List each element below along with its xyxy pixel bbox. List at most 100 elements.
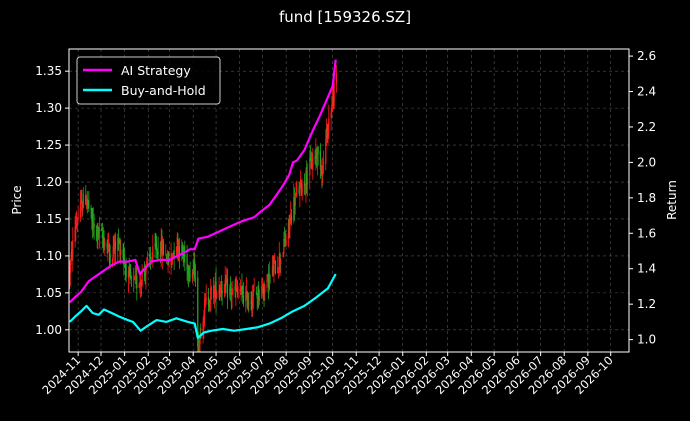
price-candle-body xyxy=(288,219,290,228)
price-candle-body xyxy=(82,193,85,208)
price-candle-body xyxy=(79,202,82,218)
price-candle-body xyxy=(129,268,131,273)
price-candle-body xyxy=(98,226,100,236)
price-candle-body xyxy=(135,277,137,279)
price-candle-body xyxy=(226,281,228,284)
price-candle-body xyxy=(130,276,133,278)
price-candle-body xyxy=(305,170,307,191)
price-candle-body xyxy=(285,239,287,246)
price-candle-body xyxy=(229,286,232,291)
y-right-tick-label: 1.6 xyxy=(637,226,656,240)
y-right-tick-label: 2.6 xyxy=(637,49,656,63)
price-candle-body xyxy=(327,123,329,136)
price-candle-body xyxy=(93,223,95,227)
price-candle-body xyxy=(95,226,98,228)
price-candle-body xyxy=(114,239,116,252)
price-candle-body xyxy=(124,266,126,267)
price-candle-body xyxy=(202,321,204,339)
price-candle-body xyxy=(251,304,253,307)
price-candle-body xyxy=(331,103,333,112)
y-left-tick-label: 1.10 xyxy=(35,249,62,263)
price-candle-body xyxy=(216,292,218,297)
price-candle-body xyxy=(332,96,334,103)
price-candle-body xyxy=(242,295,245,304)
price-candle-body xyxy=(204,299,206,302)
price-candle-body xyxy=(113,248,115,250)
price-candle-body xyxy=(152,246,154,260)
price-candle-body xyxy=(187,265,189,272)
price-candle-body xyxy=(310,160,312,169)
price-candle-body xyxy=(300,179,302,183)
price-candle-body xyxy=(220,287,222,292)
price-candle-body xyxy=(266,274,268,288)
price-candle-body xyxy=(322,164,324,176)
price-candle-body xyxy=(242,290,244,298)
price-candle-body xyxy=(261,285,263,297)
price-candle-body xyxy=(226,278,229,298)
price-candle-body xyxy=(92,219,94,229)
price-candle-body xyxy=(166,262,168,264)
y-left-tick-label: 1.35 xyxy=(35,64,62,78)
price-candle-body xyxy=(213,285,215,298)
series-line-buy-and-hold xyxy=(69,273,337,339)
price-candle-body xyxy=(258,296,261,302)
price-candle-body xyxy=(86,199,88,201)
price-candle-body xyxy=(92,221,94,230)
price-candle-body xyxy=(165,253,167,255)
price-candle-body xyxy=(194,261,196,279)
price-candle-body xyxy=(87,200,89,202)
price-candle-body xyxy=(250,301,252,304)
price-candle-body xyxy=(252,292,254,297)
price-candle-body xyxy=(224,279,226,285)
price-candle-body xyxy=(319,151,322,170)
price-candle-body xyxy=(214,282,216,290)
price-candle-body xyxy=(119,239,121,255)
price-candle-body xyxy=(236,289,238,292)
price-candle-body xyxy=(220,288,222,290)
price-candle-body xyxy=(162,241,165,255)
price-candle-body xyxy=(193,262,195,270)
price-candle-body xyxy=(293,196,295,219)
price-candle-body xyxy=(333,83,335,106)
price-candle-body xyxy=(172,252,174,259)
price-candle-body xyxy=(289,219,291,230)
price-candle-body xyxy=(82,207,84,211)
price-candle-body xyxy=(120,249,122,255)
price-candle-body xyxy=(183,252,185,257)
price-candle-body xyxy=(90,207,92,211)
price-candle-body xyxy=(326,126,328,138)
price-candle-body xyxy=(178,246,180,252)
price-candle-body xyxy=(91,208,93,221)
price-candle-body xyxy=(71,250,73,258)
price-candle-body xyxy=(118,241,120,243)
price-candle-body xyxy=(74,226,76,243)
price-candle-body xyxy=(160,239,162,256)
price-candle-body xyxy=(237,292,239,294)
legend-label-ai-strategy: AI Strategy xyxy=(121,63,191,78)
price-candle-body xyxy=(321,168,323,174)
price-candle-body xyxy=(284,238,286,244)
price-candle-body xyxy=(88,200,90,208)
price-candle-body xyxy=(239,292,242,295)
price-candle-body xyxy=(215,281,217,299)
y-axis-right-label: Return xyxy=(665,180,679,220)
price-candle-body xyxy=(241,285,243,290)
price-candle-body xyxy=(314,156,316,160)
price-candle-body xyxy=(154,243,156,246)
price-candle-body xyxy=(316,153,318,159)
price-candle-body xyxy=(221,290,223,294)
price-candle-body xyxy=(283,238,285,254)
price-candle-body xyxy=(209,300,211,305)
price-candle-body xyxy=(101,232,104,238)
price-candle-body xyxy=(168,251,170,264)
price-candle-body xyxy=(69,269,71,275)
price-candle-body xyxy=(134,277,136,280)
price-candle-body xyxy=(184,254,186,257)
price-candle-body xyxy=(123,257,125,262)
y-right-tick-label: 1.0 xyxy=(637,333,656,347)
price-candle-body xyxy=(245,290,248,294)
price-candle-body xyxy=(178,246,181,256)
price-candle-body xyxy=(205,297,207,301)
price-candle-body xyxy=(312,158,314,166)
price-candle-body xyxy=(125,263,127,277)
